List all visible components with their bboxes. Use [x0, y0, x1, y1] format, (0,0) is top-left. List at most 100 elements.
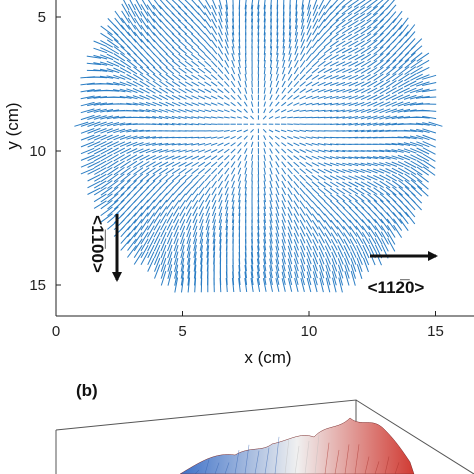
vector-arrow — [274, 116, 280, 119]
vector-arrow — [348, 81, 359, 87]
vector-arrow — [318, 258, 325, 272]
vector-arrow — [348, 47, 359, 54]
vector-arrow — [159, 80, 168, 88]
vector-arrow — [120, 45, 131, 56]
vector-arrow — [146, 80, 156, 88]
vector-arrow — [165, 39, 175, 49]
vector-arrow — [329, 168, 339, 174]
vector-arrow — [197, 33, 206, 42]
vector-arrow — [106, 128, 120, 134]
vector-arrow — [224, 81, 230, 87]
vector-arrow — [244, 265, 247, 279]
vector-arrow — [342, 68, 352, 74]
vector-arrow — [178, 123, 187, 126]
vector-arrow — [192, 212, 198, 224]
vector-arrow — [113, 89, 126, 93]
vector-arrow — [87, 95, 101, 100]
vector-arrow — [305, 53, 313, 62]
vector-arrow — [349, 219, 358, 230]
vector-arrow — [422, 115, 437, 120]
vector-arrow — [349, 245, 357, 258]
vector-arrow — [294, 39, 299, 49]
vector-arrow — [366, 162, 378, 167]
vector-arrow — [191, 95, 200, 100]
vector-arrow — [275, 193, 280, 203]
surface-ridge — [254, 450, 260, 474]
vector-arrow — [379, 80, 391, 88]
vector-arrow — [179, 225, 186, 238]
vector-arrow — [231, 25, 235, 36]
vector-arrow — [93, 128, 107, 134]
vector-arrow — [275, 180, 280, 189]
vector-arrow — [341, 0, 353, 8]
vector-arrow — [263, 213, 266, 223]
vector-arrow — [317, 109, 326, 112]
vector-arrow — [167, 251, 173, 265]
vector-arrow — [311, 53, 319, 61]
vector-arrow — [126, 123, 138, 126]
vector-arrow — [329, 68, 339, 74]
vector-arrow — [262, 278, 267, 292]
vector-arrow — [385, 94, 397, 101]
vector-arrow — [336, 168, 346, 174]
vector-arrow — [139, 102, 150, 107]
vector-arrow — [159, 66, 168, 75]
vector-arrow — [113, 180, 125, 189]
vector-arrow — [275, 278, 280, 292]
vector-arrow — [165, 25, 175, 35]
vector-arrow — [257, 11, 260, 23]
vector-arrow — [238, 206, 241, 217]
vector-arrow — [348, 102, 359, 107]
vector-arrow — [324, 232, 332, 244]
vector-arrow — [191, 81, 200, 87]
vector-arrow — [348, 67, 359, 74]
vector-arrow — [391, 180, 404, 189]
vector-arrow — [184, 143, 193, 146]
vector-arrow — [362, 251, 370, 266]
vector-arrow — [293, 180, 300, 189]
vector-arrow — [410, 45, 423, 56]
vector-arrow — [100, 147, 113, 155]
vector-arrow — [374, 225, 383, 238]
vector-arrow — [331, 264, 337, 279]
vector-arrow — [197, 46, 206, 55]
vector-arrow — [120, 232, 131, 244]
vector-arrow — [244, 80, 247, 88]
vector-arrow — [323, 194, 333, 202]
vector-arrow — [171, 115, 181, 120]
vector-arrow — [329, 95, 339, 99]
x-axis-label: x (cm) — [244, 348, 291, 367]
vector-arrow — [106, 89, 120, 92]
vector-arrow — [133, 245, 143, 258]
vector-arrow — [204, 67, 212, 74]
vector-arrow — [379, 0, 390, 10]
vector-arrow — [210, 67, 218, 74]
vector-arrow — [250, 252, 254, 265]
vector-arrow — [185, 187, 193, 196]
vector-arrow — [94, 173, 107, 182]
vector-arrow — [257, 39, 260, 49]
vector-arrow — [410, 80, 423, 88]
vector-arrow — [204, 187, 211, 196]
vector-arrow — [180, 271, 185, 286]
vector-arrow — [187, 277, 191, 293]
vector-arrow — [355, 213, 365, 223]
y-tick-label: 5 — [38, 9, 46, 26]
vector-arrow — [336, 102, 346, 106]
vector-arrow — [93, 187, 107, 196]
vector-arrow — [329, 187, 339, 195]
vector-arrow — [299, 226, 306, 237]
vector-arrow — [218, 219, 223, 231]
vector-arrow — [354, 136, 365, 139]
vector-arrow — [348, 162, 359, 167]
vector-arrow — [114, 10, 125, 24]
vector-arrow — [416, 153, 430, 162]
direction-1120-annotation: <112̅0> — [368, 251, 438, 297]
vector-arrow — [107, 193, 119, 203]
vector-arrow — [127, 238, 137, 251]
vector-arrow — [330, 232, 338, 244]
vector-arrow — [354, 169, 365, 174]
vector-arrow — [171, 60, 181, 68]
vector-arrow — [367, 87, 378, 94]
vector-arrow — [275, 219, 280, 230]
